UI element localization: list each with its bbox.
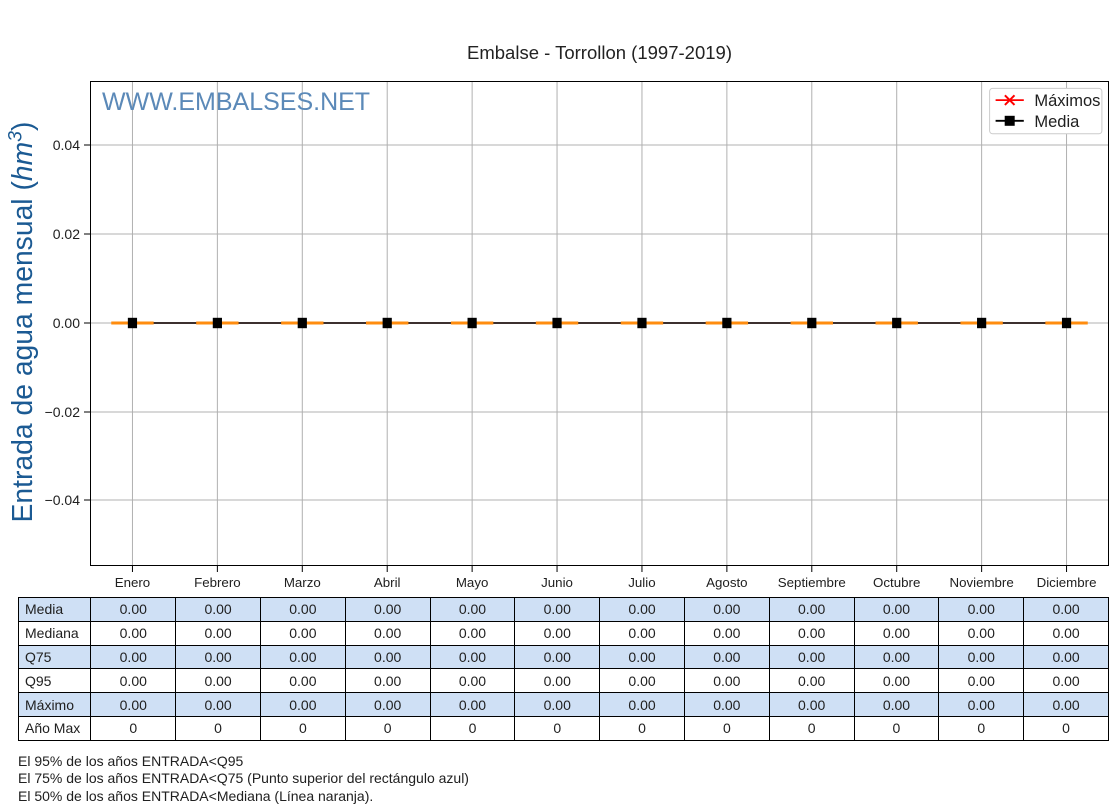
svg-text:WWW.EMBALSES.NET: WWW.EMBALSES.NET	[102, 88, 370, 116]
svg-text:Abril: Abril	[374, 575, 401, 590]
svg-text:Enero: Enero	[115, 575, 150, 590]
svg-text:Junio: Junio	[541, 575, 573, 590]
svg-text:0.00: 0.00	[53, 315, 80, 331]
svg-text:Media: Media	[1034, 113, 1080, 131]
svg-text:−0.02: −0.02	[45, 404, 81, 420]
svg-text:Mayo: Mayo	[456, 575, 489, 590]
svg-text:−0.04: −0.04	[45, 492, 81, 508]
svg-text:Entrada de agua mensual (hm3): Entrada de agua mensual (hm3)	[5, 122, 39, 523]
svg-text:Febrero: Febrero	[194, 575, 241, 590]
svg-text:Julio: Julio	[628, 575, 655, 590]
svg-text:Septiembre: Septiembre	[778, 575, 846, 590]
svg-text:Agosto: Agosto	[706, 575, 747, 590]
svg-text:Marzo: Marzo	[284, 575, 321, 590]
svg-text:Diciembre: Diciembre	[1037, 575, 1097, 590]
svg-text:0.02: 0.02	[53, 226, 80, 242]
svg-text:Noviembre: Noviembre	[949, 575, 1013, 590]
svg-text:0.04: 0.04	[53, 137, 80, 153]
svg-text:Octubre: Octubre	[873, 575, 920, 590]
svg-text:Máximos: Máximos	[1034, 92, 1100, 110]
